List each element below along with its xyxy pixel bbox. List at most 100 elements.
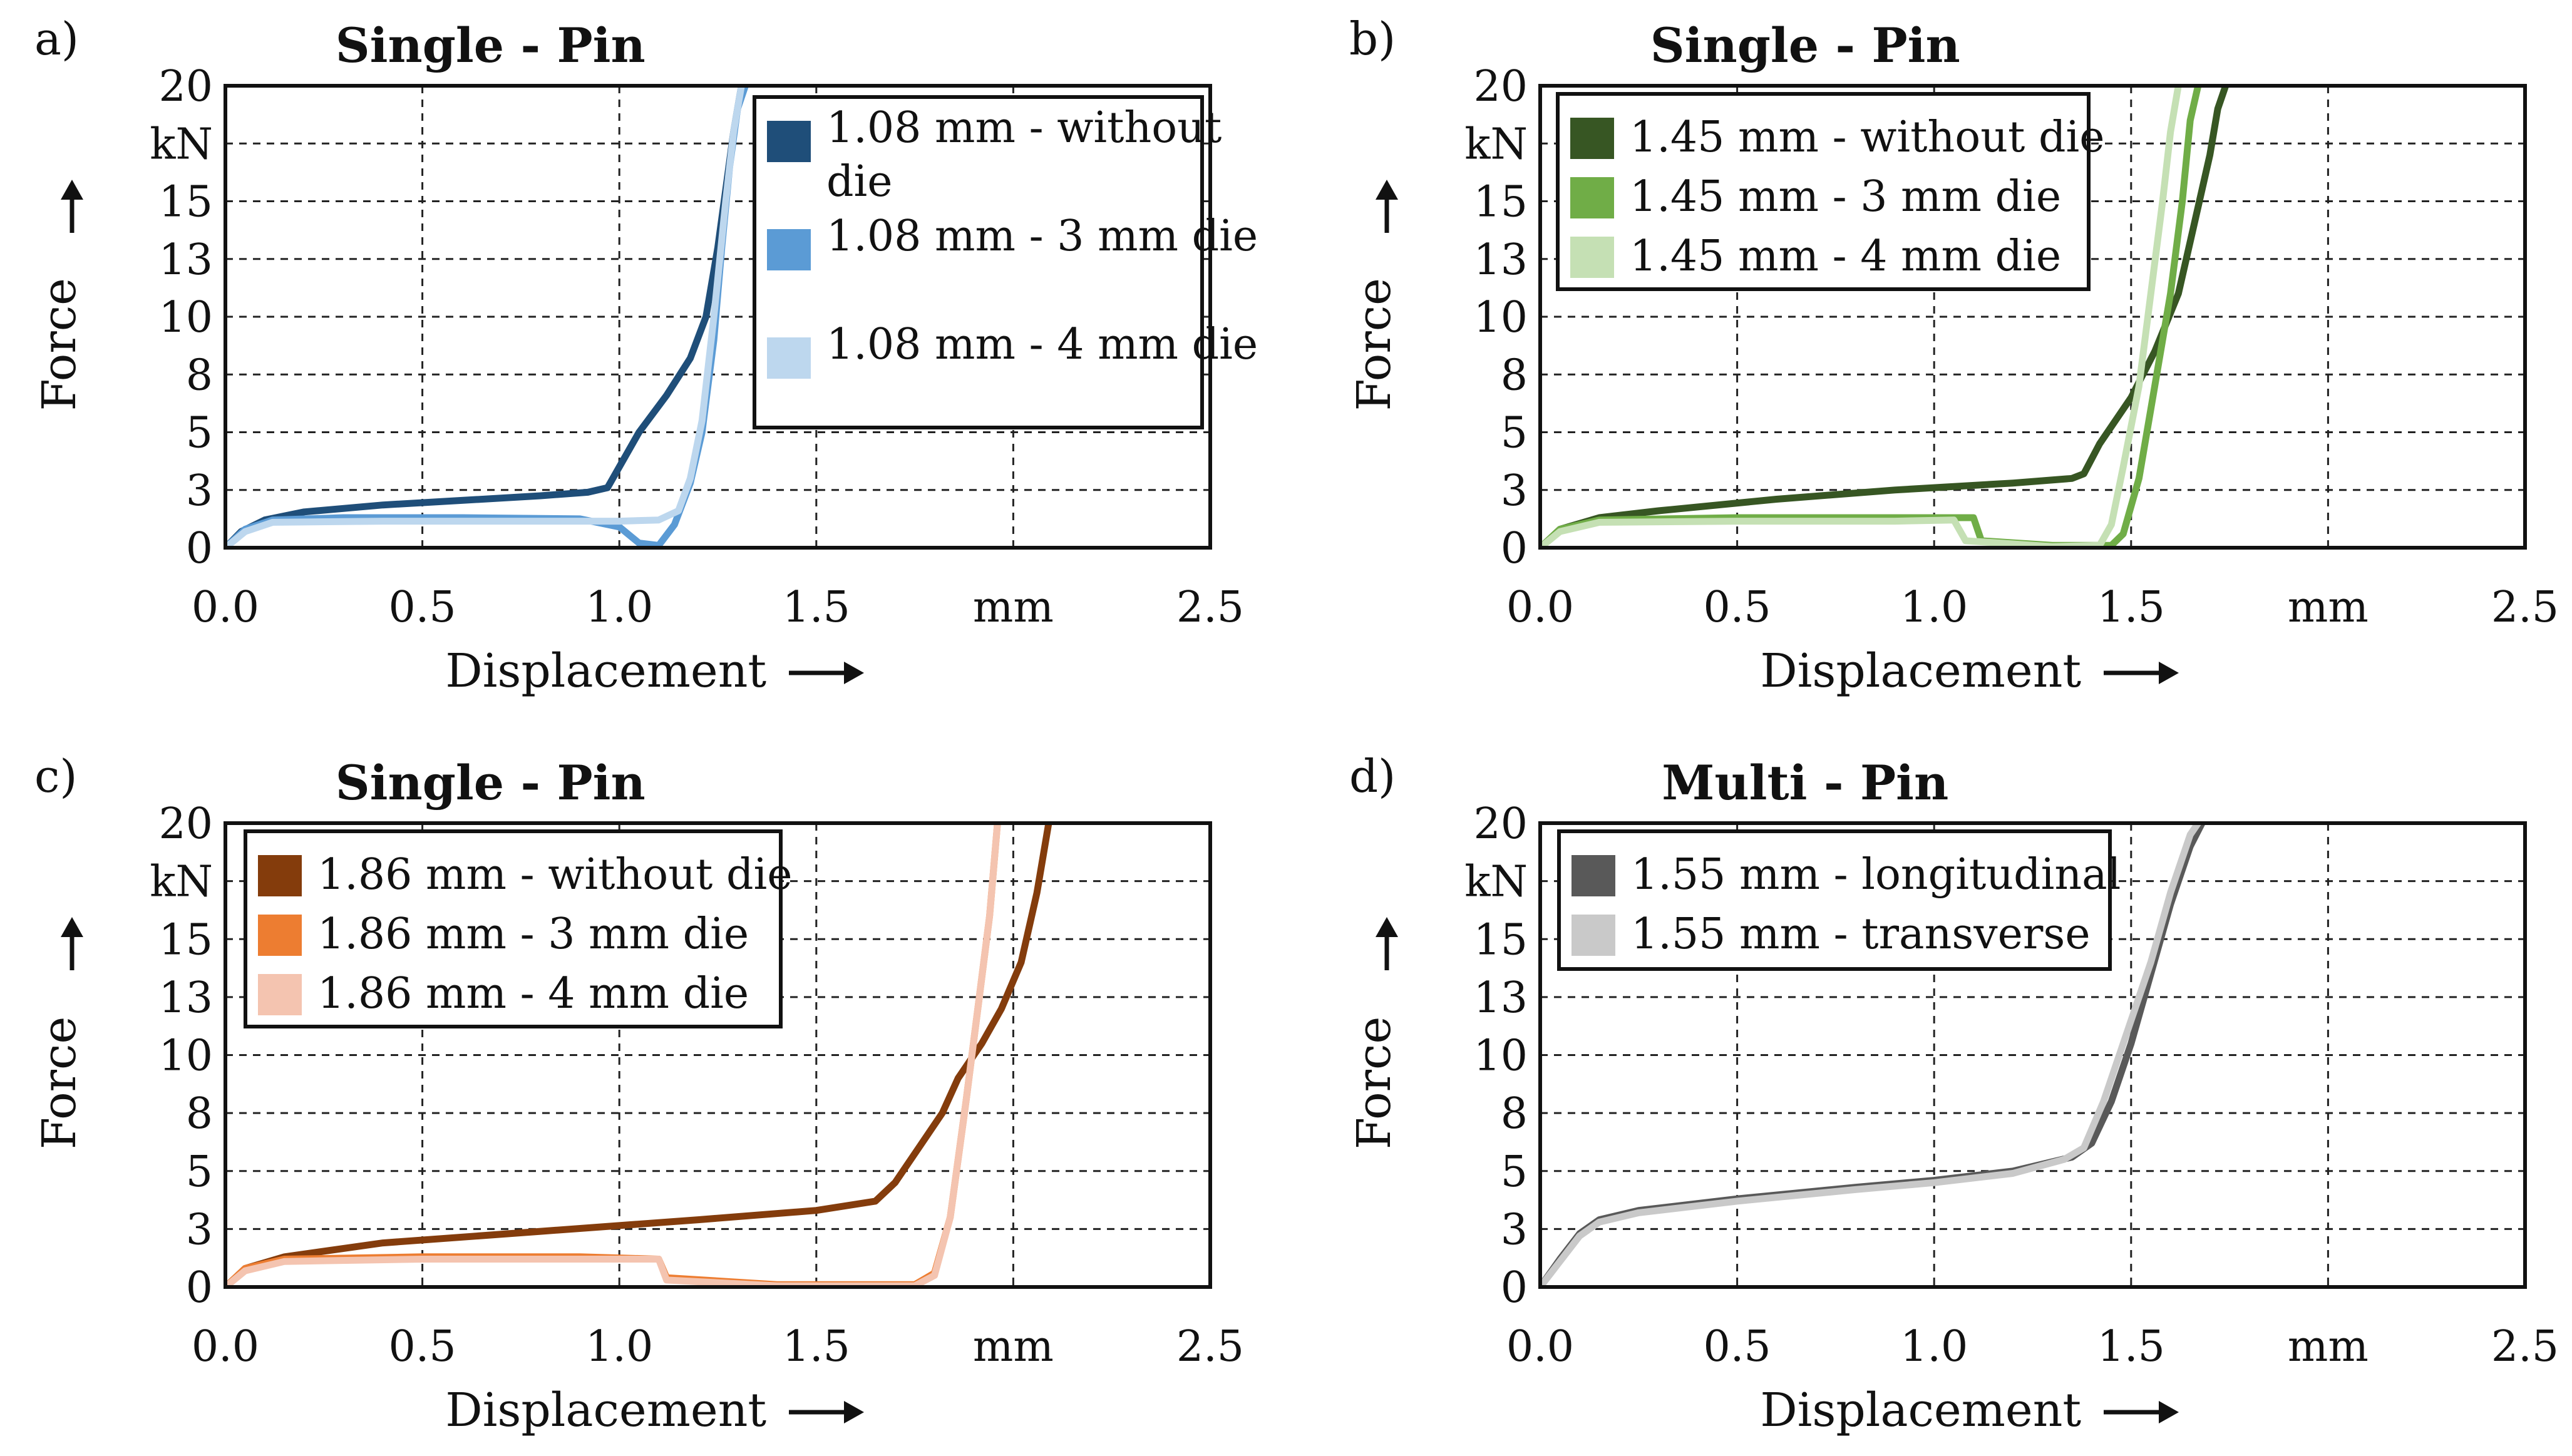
- y-axis-arrowhead: [61, 180, 83, 200]
- legend-box: [244, 829, 783, 1028]
- x-tick-label: 1.0: [1900, 1322, 1968, 1371]
- legend: 1.86 mm - without die 1.86 mm - 3 mm die 1…: [244, 829, 792, 1028]
- x-axis-arrowhead: [2159, 662, 2179, 684]
- legend-box: [1557, 829, 2112, 971]
- y-tick-label: 3: [186, 1205, 213, 1254]
- y-axis-arrowhead: [1376, 917, 1398, 937]
- x-tick-label: mm: [2288, 583, 2369, 632]
- y-tick-label: 10: [158, 293, 213, 342]
- y-tick-label: 13: [158, 973, 213, 1023]
- y-tick-label: 0: [1501, 1263, 1528, 1313]
- y-tick-label: 0: [1501, 524, 1528, 573]
- y-tick-label: 0: [186, 1263, 213, 1313]
- legend: 1.55 mm - longitudinal 1.55 mm - transver…: [1557, 829, 2121, 971]
- y-tick-label: 13: [158, 235, 213, 285]
- x-axis-label: Displacement: [445, 644, 766, 698]
- x-tick-label: 0.5: [389, 1322, 456, 1371]
- x-axis-label: Displacement: [1760, 1383, 2081, 1437]
- y-tick-label: 8: [186, 351, 213, 400]
- series-line-1: [225, 823, 1052, 1287]
- legend-swatch-3: [258, 974, 302, 1015]
- x-tick-label: 1.5: [783, 1322, 850, 1371]
- legend-label-1: die: [826, 157, 893, 207]
- x-tick-label: 2.5: [1176, 583, 1244, 632]
- x-tick-label: 0.5: [1704, 583, 1771, 632]
- legend-box: [753, 95, 1204, 429]
- chart-panel-3: c) Single - Pin 0.0 0.5 1.0 1.5 mm 2.5 0 3 5 8 10 13 1…: [33, 750, 1244, 1437]
- legend-swatch-3: [1570, 237, 1614, 278]
- chart-title: Single - Pin: [336, 755, 646, 811]
- legend-label-1: 1.08 mm - without: [826, 103, 1222, 153]
- chart-title: Multi - Pin: [1662, 755, 1948, 811]
- plot-frame: [224, 821, 1212, 1289]
- y-tick-label: 3: [1501, 1205, 1528, 1254]
- legend-label-3: 1.08 mm - 4 mm die: [826, 320, 1258, 369]
- x-tick-label: 0.0: [192, 1322, 259, 1371]
- legend-label-3: 1.45 mm - 4 mm die: [1630, 232, 2061, 281]
- legend-swatch-2: [258, 915, 302, 956]
- y-tick-label: 8: [1501, 351, 1528, 400]
- legend-label-2: 1.45 mm - 3 mm die: [1630, 172, 2061, 222]
- y-tick-label: 15: [158, 915, 213, 965]
- chart-panel-4: d) Multi - Pin 0.0 0.5 1.0 1.5 mm 2.5 0 3 5 8 10 13 15…: [1347, 750, 2559, 1437]
- legend-swatch-1: [258, 855, 302, 896]
- panel-label: d): [1349, 750, 1396, 802]
- x-tick-label: mm: [2288, 1322, 2369, 1371]
- x-tick-label: 1.5: [2097, 583, 2165, 632]
- x-tick-label: 0.5: [1704, 1322, 1771, 1371]
- legend-swatch-2: [767, 229, 811, 270]
- y-tick-label: kN: [1464, 120, 1528, 169]
- y-tick-label: 3: [186, 466, 213, 516]
- x-tick-label: 0.0: [192, 583, 259, 632]
- panel-label: b): [1349, 13, 1396, 65]
- chart-title: Single - Pin: [336, 18, 646, 73]
- y-tick-label: 13: [1473, 973, 1528, 1023]
- legend-label-1: 1.55 mm - longitudinal: [1631, 850, 2121, 900]
- y-tick-label: 8: [1501, 1089, 1528, 1139]
- legend-swatch-1: [1571, 855, 1615, 896]
- legend-label-3: 1.86 mm - 4 mm die: [317, 969, 749, 1018]
- y-tick-label: 8: [186, 1089, 213, 1139]
- y-tick-label: 15: [1473, 178, 1528, 227]
- legend-label-1: 1.86 mm - without die: [317, 850, 792, 900]
- x-tick-label: 0.0: [1506, 1322, 1574, 1371]
- legend-label-2: 1.08 mm - 3 mm die: [826, 212, 1258, 261]
- x-axis-arrowhead: [844, 1401, 864, 1423]
- series-group: [225, 86, 749, 548]
- x-tick-label: 2.5: [2491, 1322, 2559, 1371]
- series-line-3: [225, 86, 745, 548]
- legend: 1.45 mm - without die 1.45 mm - 3 mm die 1…: [1556, 92, 2104, 291]
- y-tick-label: 15: [1473, 915, 1528, 965]
- legend-swatch-1: [767, 121, 811, 162]
- y-tick-label: 5: [186, 409, 213, 458]
- legend-swatch-3: [767, 337, 811, 379]
- x-axis-arrowhead: [844, 662, 864, 684]
- series-group: [1540, 823, 2206, 1287]
- plot-frame: [224, 84, 1212, 550]
- panel-label: a): [34, 13, 79, 65]
- series-line-1: [1540, 86, 2230, 548]
- x-tick-label: mm: [973, 583, 1054, 632]
- y-tick-label: 20: [158, 799, 213, 849]
- y-tick-label: 5: [1501, 1147, 1528, 1197]
- x-tick-label: 1.0: [1900, 583, 1968, 632]
- x-axis-label: Displacement: [1760, 644, 2081, 698]
- y-tick-label: 13: [1473, 235, 1528, 285]
- legend-label-2: 1.55 mm - transverse: [1631, 910, 2091, 959]
- legend-swatch-2: [1571, 915, 1615, 956]
- series-line-2: [1540, 823, 2202, 1287]
- x-axis-arrowhead: [2159, 1401, 2179, 1423]
- y-tick-label: 20: [158, 62, 213, 111]
- y-tick-label: kN: [1464, 858, 1528, 907]
- y-tick-label: 5: [186, 1147, 213, 1197]
- legend-label-1: 1.45 mm - without die: [1630, 113, 2104, 162]
- chart-title: Single - Pin: [1650, 18, 1960, 73]
- chart-panel-2: b) Single - Pin 0.0 0.5 1.0 1.5 mm 2.5 0 3 5 8 10 13 1…: [1347, 13, 2559, 698]
- x-tick-label: 0.5: [389, 583, 456, 632]
- y-tick-label: 10: [158, 1032, 213, 1081]
- legend-swatch-2: [1570, 177, 1614, 218]
- x-tick-label: 0.0: [1506, 583, 1574, 632]
- y-axis-label: Force: [33, 1017, 86, 1149]
